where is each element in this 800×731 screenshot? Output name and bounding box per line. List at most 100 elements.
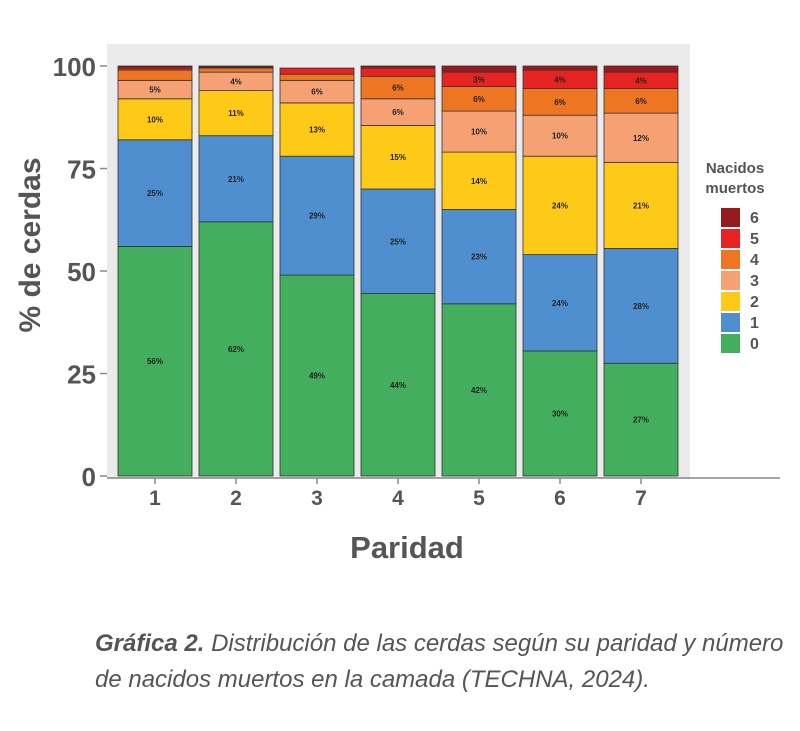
data-label: 56% bbox=[147, 357, 163, 366]
caption-text: Distribución de las cerdas según su pari… bbox=[95, 630, 784, 693]
bar-segment-6-1 bbox=[522, 254, 598, 352]
stacked-bar-chart: 56%25%10%5%62%21%11%4%49%29%13%6%44%25%1… bbox=[14, 44, 780, 565]
x-tick-label: 5 bbox=[473, 487, 485, 510]
data-label: 6% bbox=[473, 95, 485, 104]
y-tick-label: 75 bbox=[67, 155, 96, 185]
bar-segment-1-0 bbox=[117, 245, 193, 477]
legend-label: 2 bbox=[750, 294, 759, 311]
y-tick-label: 25 bbox=[67, 360, 96, 390]
data-label: 25% bbox=[390, 237, 406, 246]
bar-segment-6-0 bbox=[522, 350, 598, 477]
x-tick-label: 6 bbox=[554, 487, 566, 510]
data-label: 3% bbox=[473, 75, 485, 84]
bar-segment-5-1 bbox=[441, 209, 517, 305]
data-label: 13% bbox=[309, 126, 325, 135]
data-label: 62% bbox=[228, 345, 244, 354]
data-label: 44% bbox=[390, 381, 406, 390]
data-label: 6% bbox=[392, 108, 404, 117]
data-label: 10% bbox=[147, 115, 163, 124]
bar-segment-2-4 bbox=[198, 67, 274, 73]
data-label: 4% bbox=[554, 75, 566, 84]
data-label: 10% bbox=[471, 128, 487, 137]
bar-segment-1-1 bbox=[117, 139, 193, 247]
bar-segment-4-3 bbox=[360, 98, 436, 126]
y-tick-label: 100 bbox=[53, 52, 96, 82]
x-tick-label: 2 bbox=[230, 487, 242, 510]
data-label: 5% bbox=[149, 86, 161, 95]
data-label: 4% bbox=[230, 77, 242, 86]
legend-swatch-6 bbox=[721, 208, 740, 227]
bar-segment-2-6 bbox=[198, 65, 274, 68]
bar-segment-4-5 bbox=[360, 67, 436, 77]
bar-segment-5-6 bbox=[441, 65, 517, 73]
y-axis-title: % de cerdas bbox=[14, 157, 47, 332]
data-label: 12% bbox=[633, 134, 649, 143]
legend-label: 1 bbox=[750, 315, 759, 332]
data-label: 23% bbox=[471, 253, 487, 262]
data-label: 4% bbox=[635, 76, 647, 85]
data-label: 30% bbox=[552, 409, 568, 418]
bar-segment-7-2 bbox=[603, 161, 679, 249]
bar-segment-1-6 bbox=[117, 65, 193, 69]
legend-swatch-3 bbox=[721, 271, 740, 290]
data-label: 27% bbox=[633, 416, 649, 425]
x-tick-label: 7 bbox=[635, 487, 647, 510]
legend-swatch-4 bbox=[721, 250, 740, 269]
legend-title-line1: Nacidos bbox=[706, 160, 764, 177]
data-label: 25% bbox=[147, 189, 163, 198]
legend: 6 5 4 3 2 1 0 bbox=[721, 208, 759, 353]
legend-title-line2: muertos bbox=[705, 180, 764, 197]
data-label: 24% bbox=[552, 201, 568, 210]
bar-segment-5-2 bbox=[441, 151, 517, 210]
bar-segment-1-4 bbox=[117, 69, 193, 81]
bar-segment-3-2 bbox=[279, 102, 355, 157]
bar-segment-6-2 bbox=[522, 155, 598, 255]
data-label: 14% bbox=[471, 177, 487, 186]
legend-swatch-0 bbox=[721, 334, 740, 353]
bar-segment-3-1 bbox=[279, 155, 355, 276]
data-label: 10% bbox=[552, 132, 568, 141]
data-label: 29% bbox=[309, 212, 325, 221]
figure-caption: Gráfica 2. Distribución de las cerdas se… bbox=[95, 626, 785, 698]
data-label: 6% bbox=[392, 84, 404, 93]
bar-segment-5-0 bbox=[441, 303, 517, 477]
legend-label: 5 bbox=[750, 231, 759, 248]
data-label: 6% bbox=[554, 98, 566, 107]
bar-segment-7-0 bbox=[603, 362, 679, 477]
bar-segment-3-4 bbox=[279, 73, 355, 81]
bar-segment-6-3 bbox=[522, 114, 598, 157]
data-label: 42% bbox=[471, 386, 487, 395]
bar-segment-4-0 bbox=[360, 293, 436, 477]
bar-segment-2-1 bbox=[198, 135, 274, 223]
bar-segment-6-6 bbox=[522, 65, 598, 71]
legend-label: 3 bbox=[750, 273, 759, 290]
data-label: 49% bbox=[309, 372, 325, 381]
bar-segment-4-1 bbox=[360, 188, 436, 294]
bar-segment-5-3 bbox=[441, 110, 517, 153]
data-label: 24% bbox=[552, 299, 568, 308]
bar-segment-2-0 bbox=[198, 221, 274, 477]
data-label: 28% bbox=[633, 302, 649, 311]
data-label: 11% bbox=[228, 109, 244, 118]
bar-segment-4-6 bbox=[360, 65, 436, 69]
x-tick-label: 1 bbox=[149, 487, 161, 510]
legend-swatch-5 bbox=[721, 229, 740, 248]
data-label: 21% bbox=[633, 201, 649, 210]
caption-label: Gráfica 2. bbox=[95, 630, 205, 657]
bar-segment-3-5 bbox=[279, 67, 355, 75]
bar-segment-4-2 bbox=[360, 125, 436, 190]
legend-swatch-1 bbox=[721, 313, 740, 332]
legend-label: 6 bbox=[750, 210, 759, 227]
bar-segment-7-3 bbox=[603, 112, 679, 163]
bar-segment-5-4 bbox=[441, 86, 517, 112]
bar-segment-3-0 bbox=[279, 274, 355, 477]
bar-segment-6-4 bbox=[522, 88, 598, 116]
data-label: 6% bbox=[311, 88, 323, 97]
data-label: 21% bbox=[228, 175, 244, 184]
x-tick-label: 4 bbox=[392, 487, 404, 510]
bar-segment-2-2 bbox=[198, 90, 274, 137]
bar-segment-7-6 bbox=[603, 65, 679, 73]
x-axis-title: Paridad bbox=[350, 530, 464, 565]
y-tick-label: 0 bbox=[82, 462, 96, 492]
x-tick-label: 3 bbox=[311, 487, 323, 510]
